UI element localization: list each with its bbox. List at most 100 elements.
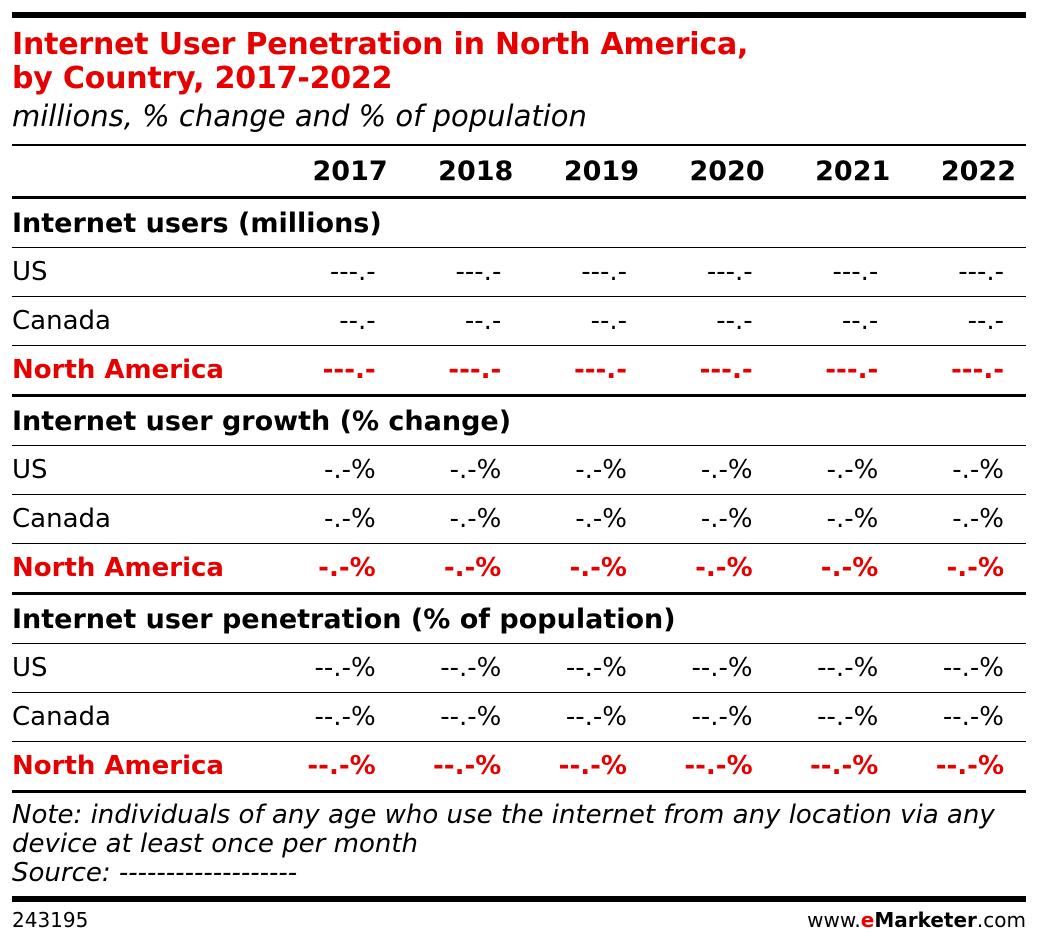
- row-label: North America: [12, 741, 273, 793]
- table-cell: -.-%: [648, 494, 775, 544]
- chart-subtitle: millions, % change and % of population: [12, 99, 587, 133]
- bottom-bar: 243195 www.eMarketer.com: [12, 908, 1026, 932]
- table-cell: -.-%: [774, 494, 901, 544]
- footer-note: Note: individuals of any age who use the…: [12, 801, 1026, 888]
- table-cell: --.-%: [523, 741, 649, 793]
- table-cell: -.-%: [774, 543, 901, 595]
- table-cell: ---.-: [774, 345, 901, 397]
- brand-prefix: www.: [807, 908, 861, 932]
- table-cell: -.-%: [272, 543, 398, 595]
- table-cell: --.-%: [648, 692, 775, 742]
- brand-suffix: .com: [976, 908, 1026, 932]
- title-line-2: by Country, 2017-2022: [12, 61, 393, 96]
- year-header: 2021: [774, 144, 901, 199]
- row-label: North America: [12, 543, 273, 595]
- table-row: Canada --.- --.- --.- --.- --.- --.-: [12, 296, 1026, 346]
- table-row: Canada --.-% --.-% --.-% --.-% --.-% --.-%: [12, 692, 1026, 742]
- table-cell: --.-%: [774, 643, 901, 693]
- row-label: US: [12, 445, 273, 495]
- note-line-2: device at least once per month: [12, 829, 418, 859]
- table-cell: ---.-: [272, 247, 398, 297]
- table-cell: --.-%: [900, 692, 1026, 742]
- year-header: 2018: [397, 144, 524, 199]
- table-cell: --.-%: [523, 643, 649, 693]
- table-cell: -.-%: [648, 543, 775, 595]
- table-cell: ---.-: [648, 345, 775, 397]
- brand-name: Marketer: [874, 908, 977, 932]
- chart-id: 243195: [12, 908, 89, 932]
- table-cell: --.-: [648, 296, 775, 346]
- table-cell: ---.-: [523, 247, 649, 297]
- note-line-1: Note: individuals of any age who use the…: [12, 800, 995, 830]
- table-row: Canada -.-% -.-% -.-% -.-% -.-% -.-%: [12, 494, 1026, 544]
- section-header-row: Internet user penetration (% of populati…: [12, 593, 1026, 644]
- row-label: Canada: [12, 692, 273, 742]
- table-cell: -.-%: [397, 445, 524, 495]
- table-cell: --.-%: [272, 643, 398, 693]
- year-header: 2019: [523, 144, 649, 199]
- section-header-row: Internet user growth (% change): [12, 395, 1026, 446]
- table-cell: ---.-: [900, 247, 1026, 297]
- table-cell: -.-%: [523, 543, 649, 595]
- table-body: Internet users (millions) US ---.- ---.- ---…: [12, 197, 1026, 793]
- section-heading: Internet user growth (% change): [12, 395, 1026, 446]
- table-cell: -.-%: [523, 494, 649, 544]
- table-cell: --.-%: [397, 741, 524, 793]
- table-row: US ---.- ---.- ---.- ---.- ---.- ---.-: [12, 247, 1026, 297]
- table-cell: --.-: [397, 296, 524, 346]
- bottom-rule: [12, 896, 1026, 902]
- table-cell: -.-%: [774, 445, 901, 495]
- brand-url[interactable]: www.eMarketer.com: [807, 908, 1026, 932]
- data-table: 2017 2018 2019 2020 2021 2022 Internet u…: [12, 144, 1026, 793]
- table-cell: ---.-: [774, 247, 901, 297]
- table-cell: -.-%: [523, 445, 649, 495]
- table-cell: --.-%: [397, 643, 524, 693]
- table-cell: --.-: [774, 296, 901, 346]
- source-line: Source: -------------------: [12, 858, 298, 888]
- section-heading: Internet users (millions): [12, 197, 1026, 248]
- table-cell: -.-%: [272, 494, 398, 544]
- table-cell: -.-%: [397, 543, 524, 595]
- row-label: North America: [12, 345, 273, 397]
- table-cell: --.-%: [648, 741, 775, 793]
- table-cell: -.-%: [272, 445, 398, 495]
- table-cell: --.-%: [774, 692, 901, 742]
- year-header: 2022: [900, 144, 1026, 199]
- table-cell: --.-%: [272, 692, 398, 742]
- table-cell: ---.-: [648, 247, 775, 297]
- table-cell: --.-%: [900, 643, 1026, 693]
- table-cell: ---.-: [397, 345, 524, 397]
- total-row: North America -.-% -.-% -.-% -.-% -.-% -.-%: [12, 543, 1026, 595]
- table-cell: ---.-: [397, 247, 524, 297]
- table-cell: --.-%: [774, 741, 901, 793]
- year-header-row: 2017 2018 2019 2020 2021 2022: [12, 144, 1026, 199]
- table-cell: -.-%: [900, 445, 1026, 495]
- table-cell: --.-%: [648, 643, 775, 693]
- table-cell: ---.-: [272, 345, 398, 397]
- table-cell: -.-%: [900, 543, 1026, 595]
- row-label: US: [12, 643, 273, 693]
- total-row: North America ---.- ---.- ---.- ---.- ---.- --…: [12, 345, 1026, 397]
- table-cell: --.-: [523, 296, 649, 346]
- year-header: 2020: [648, 144, 775, 199]
- table-cell: -.-%: [397, 494, 524, 544]
- row-label: US: [12, 247, 273, 297]
- table-cell: -.-%: [900, 494, 1026, 544]
- row-label: Canada: [12, 296, 273, 346]
- brand-e: e: [860, 908, 875, 932]
- chart-title: Internet User Penetration in North Ameri…: [12, 28, 1026, 96]
- table-row: US --.-% --.-% --.-% --.-% --.-% --.-%: [12, 643, 1026, 693]
- table-cell: --.-: [272, 296, 398, 346]
- table-cell: --.-%: [397, 692, 524, 742]
- year-header: 2017: [272, 144, 398, 199]
- table-cell: --.-: [900, 296, 1026, 346]
- section-header-row: Internet users (millions): [12, 197, 1026, 248]
- table-cell: --.-%: [272, 741, 398, 793]
- title-line-1: Internet User Penetration in North Ameri…: [12, 27, 749, 62]
- section-heading: Internet user penetration (% of populati…: [12, 593, 1026, 644]
- header-corner: [12, 144, 273, 199]
- table-cell: --.-%: [900, 741, 1026, 793]
- total-row: North America --.-% --.-% --.-% --.-% --.-% --…: [12, 741, 1026, 793]
- chart-frame: Internet User Penetration in North Ameri…: [12, 12, 1026, 932]
- top-rule: [12, 12, 1026, 18]
